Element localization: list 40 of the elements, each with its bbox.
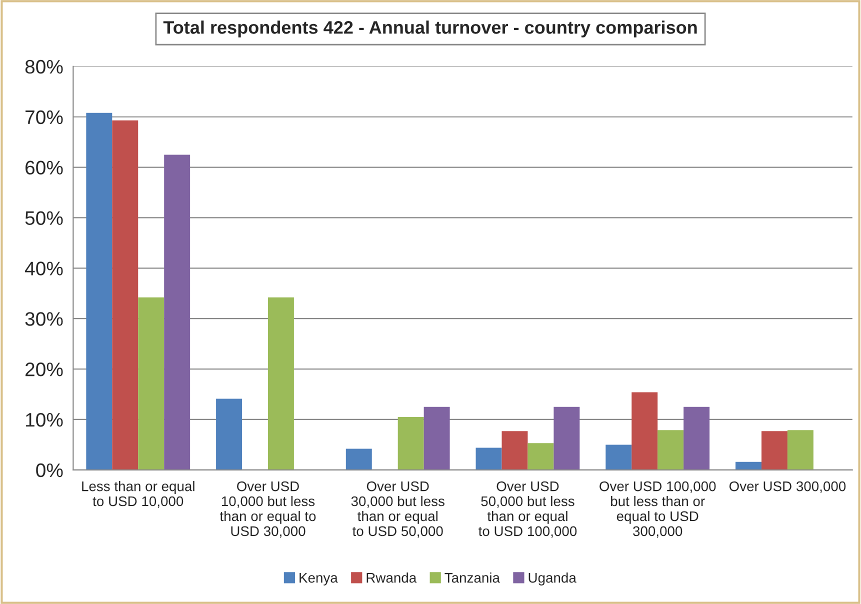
bar <box>761 431 788 470</box>
x-tick-label: Over USD 300,000 <box>729 481 846 493</box>
y-tick-label: 10% <box>26 412 63 427</box>
legend-label: Rwanda <box>366 572 417 583</box>
y-tick-label: 60% <box>26 160 63 175</box>
y-tick-label: 30% <box>25 312 63 326</box>
bar <box>787 430 814 470</box>
y-tick-label: 0% <box>36 463 63 478</box>
bar <box>216 398 242 470</box>
y-tick-label: 20% <box>26 362 63 376</box>
bar <box>684 406 710 470</box>
bar <box>398 416 424 470</box>
y-tick-label: 40% <box>24 262 63 276</box>
legend-label: Kenya <box>300 573 338 586</box>
bar <box>424 406 450 470</box>
legend-label: Uganda <box>528 572 576 586</box>
bar <box>476 448 502 470</box>
x-tick-label: Over USD 50,000 but less than or equal to USD 100,000 <box>478 481 577 538</box>
bar <box>138 297 164 470</box>
y-tick-label: 80% <box>25 60 63 74</box>
bar <box>112 120 138 470</box>
y-tick-label: 50% <box>25 211 63 225</box>
bar <box>268 297 294 470</box>
bar <box>736 462 762 470</box>
bar <box>554 406 580 470</box>
y-tick-label: 70% <box>26 110 63 124</box>
chart-title: Total respondents 422 - Annual turnover - country comparison <box>163 20 697 38</box>
bar <box>86 112 112 470</box>
x-tick-label: Over USD 100,000 but less than or equal to USD 300,000 <box>600 481 716 538</box>
bar <box>632 392 658 470</box>
bar <box>502 431 528 470</box>
bar <box>658 430 684 470</box>
legend-label: Tanzania <box>444 572 500 583</box>
x-tick-label: Less than or equal to USD 10,000 <box>82 481 194 508</box>
x-tick-label: Over USD 30,000 but less than or equal to USD 50,000 <box>351 481 444 538</box>
bar <box>528 443 554 470</box>
x-tick-label: Over USD 10,000 but less than or equal to USD 30,000 <box>220 481 316 538</box>
bar <box>164 154 190 470</box>
bar <box>606 444 632 470</box>
bar <box>346 448 372 470</box>
